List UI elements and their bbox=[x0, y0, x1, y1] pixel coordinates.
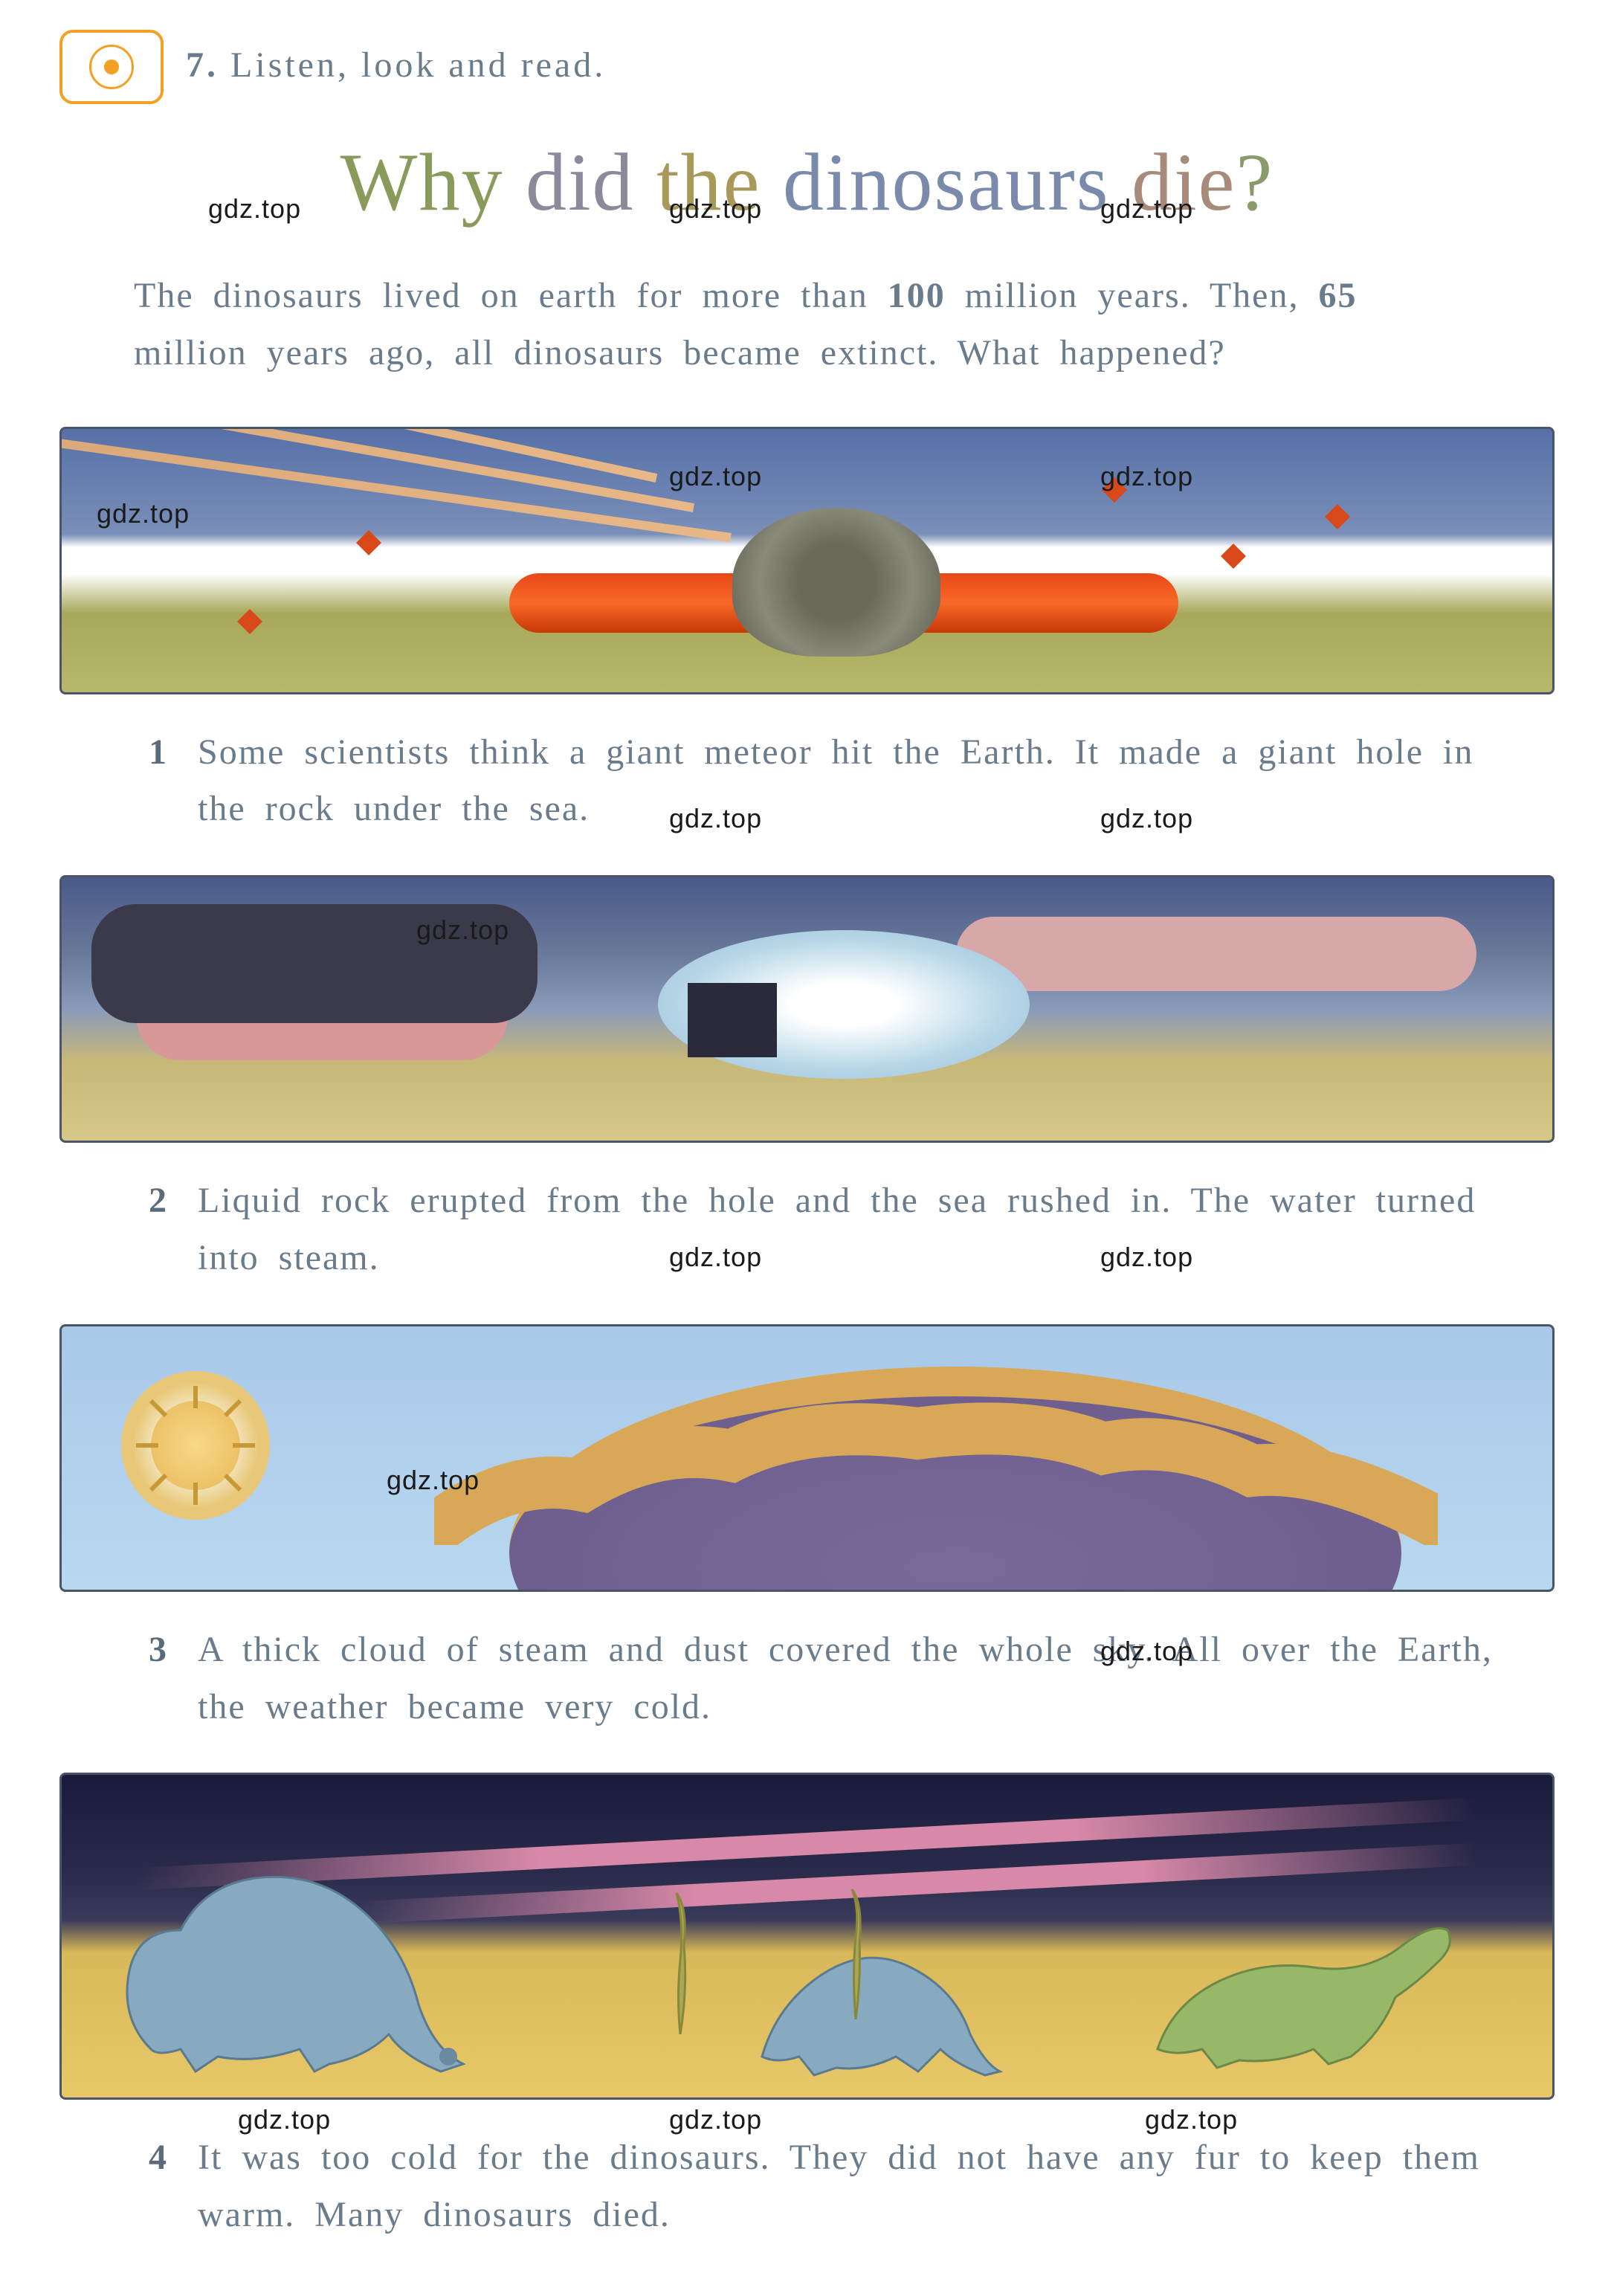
sun-shape bbox=[121, 1371, 270, 1520]
page-title: Why did the dinosaurs die? bbox=[59, 141, 1555, 223]
exercise-header: 7. Listen, look and read. bbox=[59, 30, 1555, 104]
caption-text-4: It was too cold for the dinosaurs. They … bbox=[198, 2129, 1495, 2244]
cloud-ring bbox=[434, 1396, 1438, 1545]
caption-num-4: 4 bbox=[149, 2129, 168, 2244]
intro-text-1: The dinosaurs lived on earth for more th… bbox=[134, 276, 888, 315]
caption-num-3: 3 bbox=[149, 1622, 168, 1736]
caption-text-3: A thick cloud of steam and dust covered … bbox=[198, 1622, 1495, 1736]
plant-1 bbox=[658, 1886, 703, 2038]
dinosaur-1 bbox=[106, 1841, 515, 2083]
illustration-meteor bbox=[59, 427, 1555, 694]
intro-paragraph: The dinosaurs lived on earth for more th… bbox=[59, 268, 1555, 412]
caption-num-1: 1 bbox=[149, 724, 168, 839]
intro-number-2: 65 bbox=[1318, 276, 1357, 315]
caption-2: 2 Liquid rock erupted from the hole and … bbox=[59, 1158, 1555, 1309]
exercise-instruction: Listen, look and read. bbox=[230, 45, 606, 85]
caption-num-2: 2 bbox=[149, 1173, 168, 1287]
plant-2 bbox=[837, 1886, 874, 2023]
exercise-label: 7. Listen, look and read. bbox=[186, 45, 606, 86]
intro-text-3: million years ago, all dinosaurs became … bbox=[134, 333, 1226, 373]
meteor-shape bbox=[732, 508, 940, 657]
illustration-cloud-cover bbox=[59, 1324, 1555, 1592]
caption-text-2: Liquid rock erupted from the hole and th… bbox=[198, 1173, 1495, 1287]
dinosaur-3 bbox=[1135, 1856, 1470, 2083]
intro-number-1: 100 bbox=[888, 276, 946, 315]
caption-text-1: Some scientists think a giant meteor hit… bbox=[198, 724, 1495, 839]
audio-icon bbox=[89, 45, 134, 89]
caption-4: 4 It was too cold for the dinosaurs. The… bbox=[59, 2115, 1555, 2266]
exercise-number: 7. bbox=[186, 45, 219, 85]
caption-1: 1 Some scientists think a giant meteor h… bbox=[59, 709, 1555, 861]
intro-text-2: million years. Then, bbox=[946, 276, 1319, 315]
illustration-eruption bbox=[59, 875, 1555, 1143]
illustration-dinosaurs bbox=[59, 1773, 1555, 2100]
audio-icon-box bbox=[59, 30, 164, 104]
caption-3: 3 A thick cloud of steam and dust covere… bbox=[59, 1607, 1555, 1758]
dinosaur-2 bbox=[732, 1871, 1030, 2083]
